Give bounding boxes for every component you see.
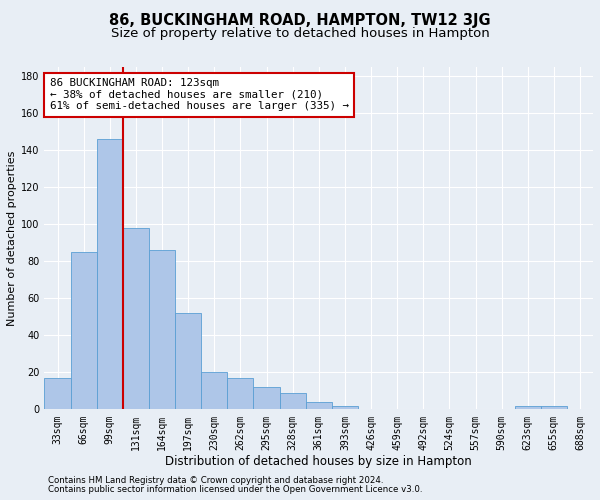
- Text: 86, BUCKINGHAM ROAD, HAMPTON, TW12 3JG: 86, BUCKINGHAM ROAD, HAMPTON, TW12 3JG: [109, 12, 491, 28]
- Bar: [253, 387, 280, 409]
- Bar: [306, 402, 332, 409]
- Bar: [175, 313, 201, 410]
- Text: Size of property relative to detached houses in Hampton: Size of property relative to detached ho…: [110, 28, 490, 40]
- Bar: [97, 139, 123, 409]
- Text: Contains HM Land Registry data © Crown copyright and database right 2024.: Contains HM Land Registry data © Crown c…: [48, 476, 383, 485]
- Text: Contains public sector information licensed under the Open Government Licence v3: Contains public sector information licen…: [48, 485, 422, 494]
- Bar: [227, 378, 253, 410]
- Bar: [201, 372, 227, 410]
- Text: 86 BUCKINGHAM ROAD: 123sqm
← 38% of detached houses are smaller (210)
61% of sem: 86 BUCKINGHAM ROAD: 123sqm ← 38% of deta…: [50, 78, 349, 112]
- Bar: [71, 252, 97, 410]
- Y-axis label: Number of detached properties: Number of detached properties: [7, 150, 17, 326]
- Bar: [44, 378, 71, 410]
- Bar: [123, 228, 149, 410]
- Bar: [149, 250, 175, 410]
- Bar: [280, 392, 306, 409]
- Bar: [541, 406, 567, 409]
- X-axis label: Distribution of detached houses by size in Hampton: Distribution of detached houses by size …: [166, 455, 472, 468]
- Bar: [332, 406, 358, 409]
- Bar: [515, 406, 541, 409]
